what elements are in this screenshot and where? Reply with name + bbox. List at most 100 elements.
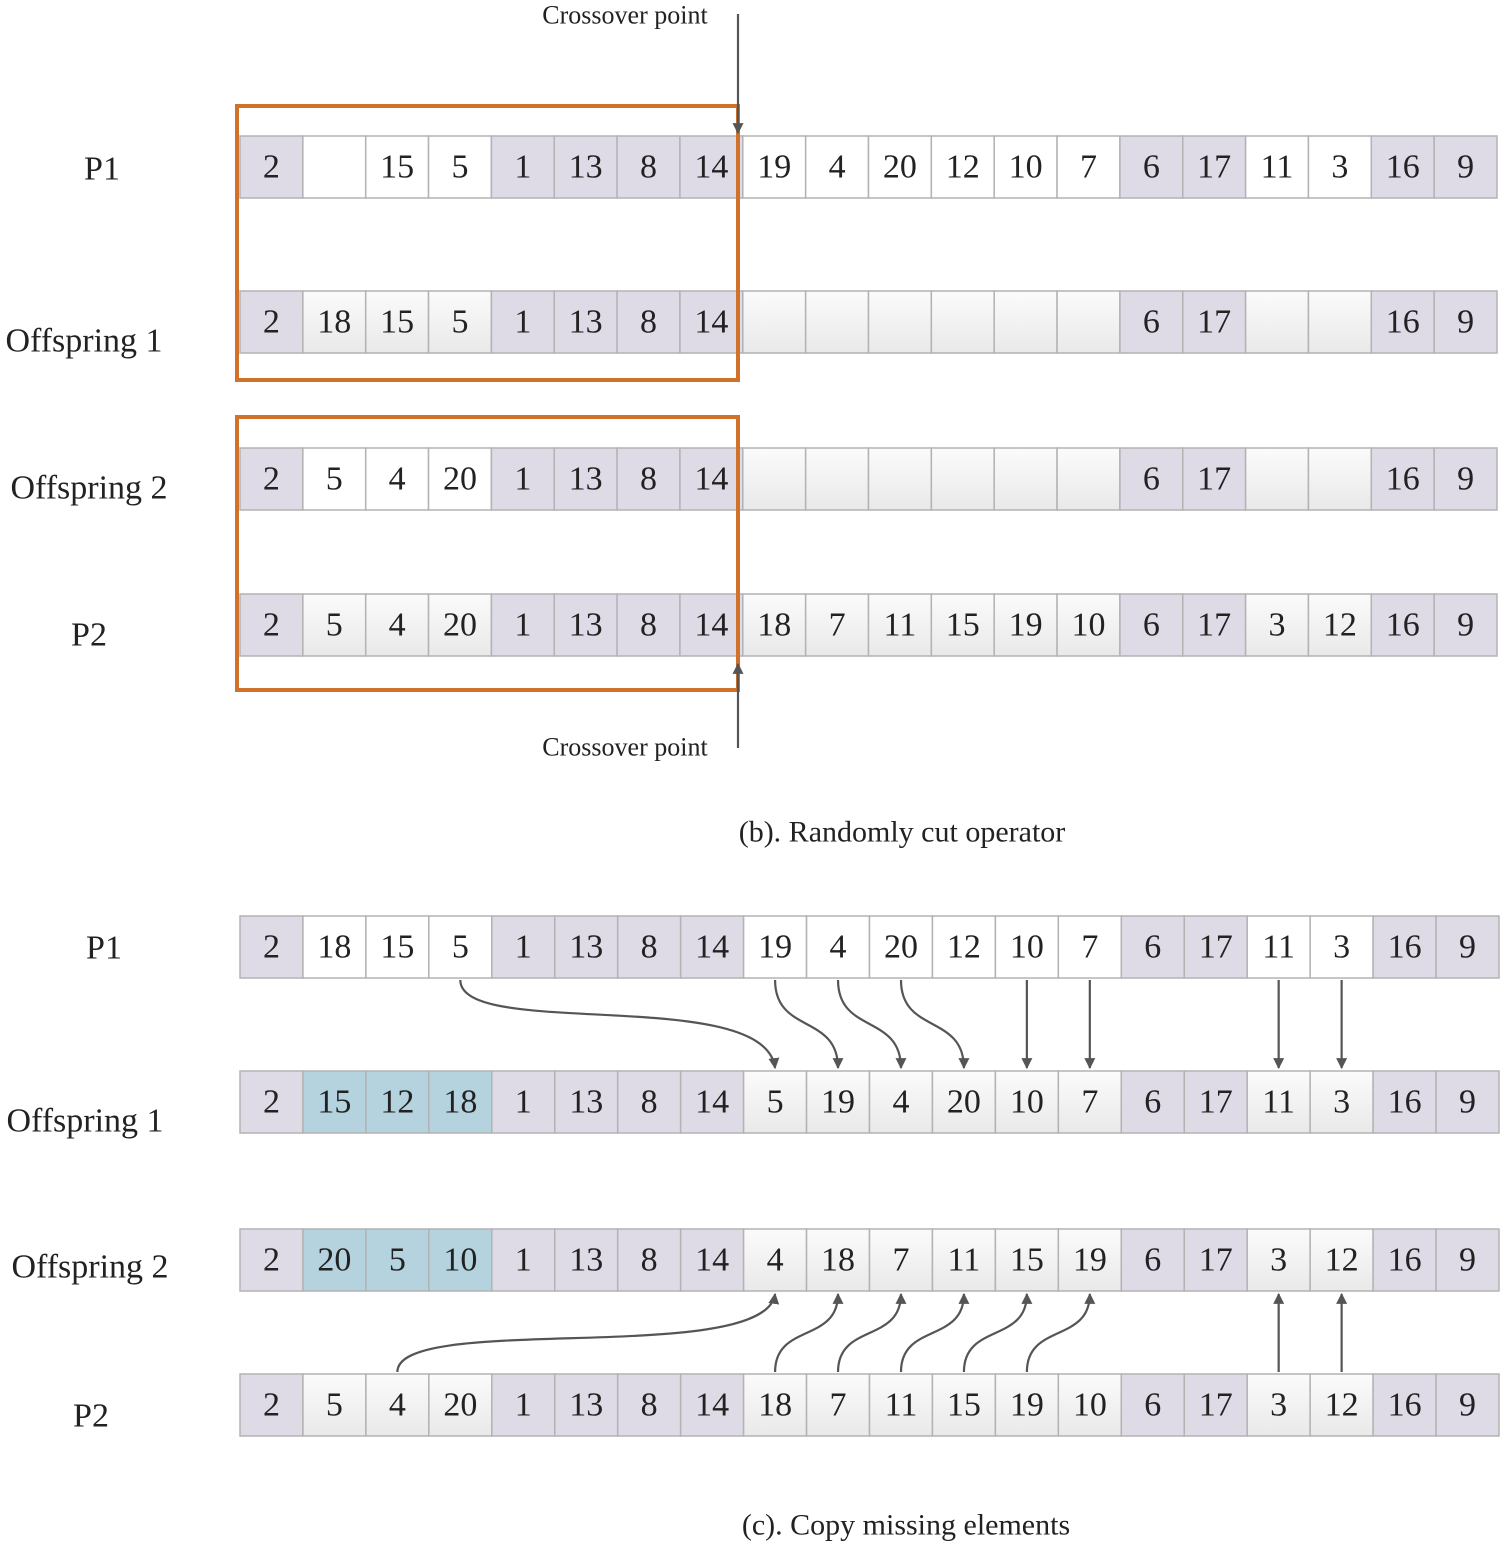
gene-value: 15 — [1010, 1242, 1044, 1279]
gene-value: 7 — [829, 607, 846, 644]
gene-value: 16 — [1388, 1084, 1422, 1121]
gene-cell — [364, 593, 430, 657]
gene-cell — [1433, 447, 1498, 511]
gene-cell — [931, 1070, 997, 1134]
gene-cell — [742, 915, 808, 979]
gene-cell — [1120, 1070, 1186, 1134]
row-label: P2 — [71, 617, 107, 654]
gene-value: 16 — [1386, 607, 1420, 644]
gene-value: 2 — [263, 1242, 280, 1279]
gene-value: 5 — [451, 149, 468, 186]
gene-cell — [554, 1070, 619, 1134]
gene-cell — [1372, 1373, 1437, 1437]
gene-cell — [1057, 1373, 1123, 1437]
gene-value: 14 — [695, 1387, 729, 1424]
gene-value: 6 — [1144, 929, 1161, 966]
copy-arrow-p2-to-offspring2 — [899, 1292, 970, 1373]
gene-value: 16 — [1388, 929, 1422, 966]
gene-value: 4 — [389, 1387, 406, 1424]
gene-value: 14 — [695, 1084, 729, 1121]
gene-value: 2 — [263, 304, 280, 341]
gene-cell — [554, 915, 619, 979]
gene-value: 18 — [317, 304, 351, 341]
gene-cell — [1120, 1373, 1186, 1437]
gene-value: 11 — [1261, 149, 1294, 186]
gene-cell — [491, 1070, 556, 1134]
gene-value: 18 — [821, 1242, 855, 1279]
gene-cell — [1119, 290, 1184, 354]
caption-panel-c: (c). Copy missing elements — [742, 1509, 1070, 1542]
gene-value: 3 — [1333, 1084, 1350, 1121]
copy-arrow-p2-to-offspring2 — [1025, 1292, 1096, 1373]
gene-cell — [1120, 915, 1186, 979]
gene-cell — [679, 1373, 745, 1437]
gene-cell — [302, 1070, 367, 1134]
gene-value: 16 — [1386, 461, 1420, 498]
gene-cell — [930, 593, 995, 657]
gene-value: 18 — [757, 607, 791, 644]
gene-value: 16 — [1388, 1387, 1422, 1424]
gene-cell — [427, 593, 493, 657]
gene-cell — [930, 290, 995, 354]
gene-cell — [1056, 290, 1121, 354]
gene-value: 10 — [1010, 929, 1044, 966]
gene-cell — [1309, 915, 1374, 979]
gene-cell — [1372, 915, 1437, 979]
gene-cell — [931, 915, 997, 979]
gene-value: 5 — [326, 461, 343, 498]
gene-cell — [1182, 290, 1247, 354]
gene-value: 8 — [640, 304, 657, 341]
gene-cell — [364, 447, 430, 511]
gene-value: 2 — [263, 1387, 280, 1424]
gene-cell — [427, 135, 493, 199]
gene-value: 13 — [569, 607, 603, 644]
gene-value: 9 — [1459, 1242, 1476, 1279]
gene-value: 13 — [569, 461, 603, 498]
gene-value: 12 — [1323, 607, 1357, 644]
gene-value: 5 — [452, 929, 469, 966]
gene-value: 20 — [443, 1387, 477, 1424]
gene-value: 2 — [263, 461, 280, 498]
crossover-label-bottom: Crossover point — [542, 733, 708, 762]
gene-value: 17 — [1199, 1084, 1233, 1121]
panel-randomly-cut: P1 2 15 5 1 13 8 14 19 4 20 12 10 7 6 17 11 3 16 9Offspring… — [5, 135, 1498, 657]
row-label: P2 — [73, 1398, 109, 1435]
gene-cell — [1372, 1070, 1437, 1134]
gene-value: 16 — [1386, 304, 1420, 341]
gene-cell — [1435, 1228, 1500, 1292]
copy-arrow-p1-to-offspring1 — [899, 979, 970, 1070]
gene-value: 10 — [1009, 149, 1043, 186]
row-label: P1 — [84, 151, 120, 188]
gene-cell — [491, 1373, 556, 1437]
gene-value: 14 — [694, 461, 728, 498]
gene-cell — [365, 915, 430, 979]
gene-value: 15 — [380, 304, 414, 341]
gene-cell — [867, 447, 933, 511]
gene-value: 6 — [1143, 461, 1160, 498]
gene-value: 19 — [1073, 1242, 1107, 1279]
gene-value: 1 — [514, 304, 531, 341]
gene-cell — [1307, 447, 1373, 511]
gene-value: 18 — [758, 1387, 792, 1424]
gene-cell — [1119, 135, 1184, 199]
gene-cell — [993, 290, 1058, 354]
gene-value: 12 — [1325, 1242, 1359, 1279]
row-offspring-1: Offspring 12 15 12 18 1 13 8 14 5 19 4 20 10 7 6 17 11 3 1… — [6, 1070, 1500, 1140]
panel-copy-missing: P1 2 18 15 5 1 13 8 14 19 4 20 12 10 7 6 17 11 3 16 9Offspri… — [6, 915, 1500, 1437]
gene-cell — [1307, 290, 1373, 354]
gene-cell — [428, 915, 493, 979]
gene-value: 19 — [757, 149, 791, 186]
gene-value: 19 — [1009, 607, 1043, 644]
gene-value: 12 — [380, 1084, 414, 1121]
gene-value: 4 — [767, 1242, 784, 1279]
row-offspring-2: Offspring 2 2 20 5 10 1 13 8 14 4 18 7 11 15 19 6 17 3 12 1… — [11, 1228, 1500, 1292]
gene-value: 20 — [317, 1242, 351, 1279]
copy-arrow-p2-to-offspring2 — [962, 1292, 1033, 1373]
copy-arrow-p2-to-offspring2 — [836, 1292, 907, 1373]
gene-value: 12 — [946, 149, 980, 186]
gene-cell — [1056, 447, 1121, 511]
gene-value: 4 — [829, 149, 846, 186]
gene-value: 5 — [767, 1084, 784, 1121]
gene-value: 11 — [1262, 929, 1295, 966]
gene-value: 8 — [640, 461, 657, 498]
